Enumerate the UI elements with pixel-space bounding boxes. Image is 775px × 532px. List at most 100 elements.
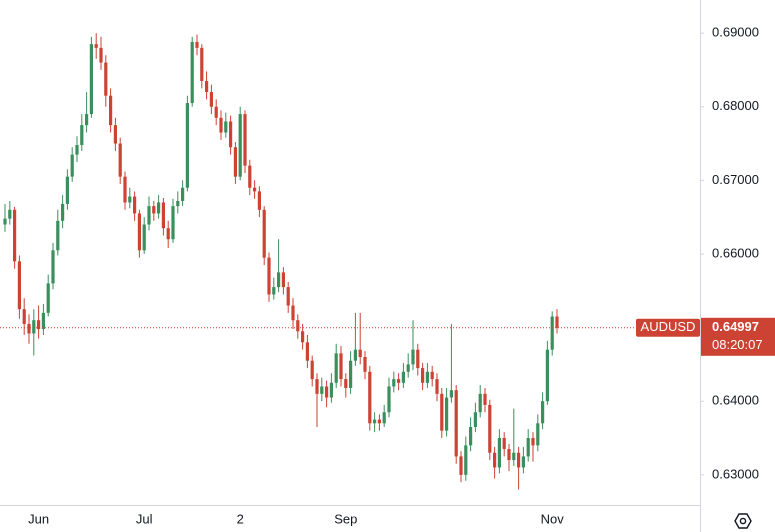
candle-body — [257, 191, 261, 210]
candle-body — [89, 44, 93, 115]
candle-body — [440, 393, 444, 431]
candle-body — [224, 121, 228, 133]
candle-body — [281, 272, 285, 288]
candle-body — [229, 121, 233, 148]
candle-body — [507, 449, 511, 461]
candle-body — [253, 187, 257, 192]
candle-body — [344, 379, 348, 388]
candle-body — [176, 200, 180, 207]
candle-body — [262, 209, 266, 258]
candle-body — [233, 147, 237, 177]
candle-body — [416, 349, 420, 369]
candle-body — [272, 287, 276, 295]
candle-body — [550, 316, 554, 350]
candle-body — [392, 379, 396, 387]
candle-body — [195, 41, 199, 48]
candle-body — [3, 218, 7, 225]
candle-body — [181, 187, 185, 201]
countdown-label: 08:20:07 — [712, 337, 763, 352]
last-price-label: 0.64997 — [712, 319, 759, 334]
candle-body — [445, 397, 449, 431]
candle-body — [363, 357, 367, 372]
candle-body — [353, 349, 357, 361]
candle-body — [190, 41, 194, 104]
candle-body — [65, 176, 69, 204]
candle-body — [310, 360, 314, 380]
candle-body — [75, 145, 79, 155]
y-tick-label: 0.63000 — [712, 466, 759, 481]
candle-body — [32, 320, 36, 334]
candle-body — [161, 202, 165, 229]
candle-body — [128, 196, 132, 203]
candle-body — [368, 371, 372, 424]
y-tick-label: 0.64000 — [712, 393, 759, 408]
candle-body — [142, 224, 146, 251]
candle-body — [459, 456, 463, 475]
candle-body — [521, 456, 525, 468]
candle-body — [464, 445, 468, 475]
candle-body — [13, 209, 17, 262]
candle-body — [483, 393, 487, 405]
symbol-label: AUDUSD — [641, 319, 696, 334]
candle-body — [305, 342, 309, 361]
y-tick-label: 0.69000 — [712, 25, 759, 40]
candle-body — [358, 349, 362, 358]
settings-icon-center[interactable] — [739, 517, 747, 525]
candle-body — [152, 206, 156, 214]
candle-body — [497, 438, 501, 468]
x-tick-label: Nov — [541, 511, 565, 526]
candle-body — [171, 206, 175, 240]
candle-body — [435, 379, 439, 394]
candle-body — [137, 213, 141, 251]
candle-body — [41, 312, 45, 330]
candle-body — [334, 353, 338, 383]
candle-body — [531, 438, 535, 446]
candle-body — [536, 423, 540, 446]
candle-body — [454, 390, 458, 457]
candle-body — [205, 80, 209, 93]
candle-body — [109, 95, 113, 126]
candle-body — [339, 353, 343, 380]
candle-body — [99, 47, 103, 63]
y-tick-label: 0.68000 — [712, 98, 759, 113]
candle-body — [22, 309, 26, 324]
candle-body — [219, 117, 223, 133]
y-tick-label: 0.67000 — [712, 172, 759, 187]
candle-body — [214, 106, 218, 118]
candle-body — [377, 419, 381, 424]
candle-body — [104, 62, 108, 96]
candle-body — [123, 176, 127, 203]
candle-body — [17, 261, 21, 310]
candle-body — [157, 202, 161, 214]
candle-body — [430, 371, 434, 380]
candle-body — [56, 220, 60, 251]
candle-body — [200, 47, 204, 81]
candle-body — [118, 143, 122, 177]
candle-body — [277, 272, 281, 288]
x-tick-label: Sep — [334, 511, 357, 526]
candle-body — [478, 393, 482, 413]
candle-body — [325, 386, 329, 398]
candle-body — [70, 154, 74, 177]
candle-body — [387, 386, 391, 413]
price-tag — [701, 317, 775, 356]
candle-body — [291, 305, 295, 321]
candle-body — [421, 368, 425, 383]
candle-body — [473, 412, 477, 427]
candle-body — [286, 287, 290, 306]
x-tick-label: Jul — [136, 511, 153, 526]
settings-icon[interactable] — [734, 513, 752, 529]
candle-body — [51, 250, 55, 284]
candle-body — [517, 452, 521, 468]
candle-body — [502, 438, 506, 450]
candle-body — [541, 401, 545, 424]
candle-body — [555, 316, 559, 328]
candle-body — [315, 379, 319, 394]
candle-body — [80, 125, 84, 146]
candle-body — [147, 206, 151, 225]
candle-body — [61, 203, 65, 221]
candle-body — [382, 412, 386, 424]
settings-button[interactable] — [734, 513, 752, 529]
candle-body — [545, 349, 549, 402]
